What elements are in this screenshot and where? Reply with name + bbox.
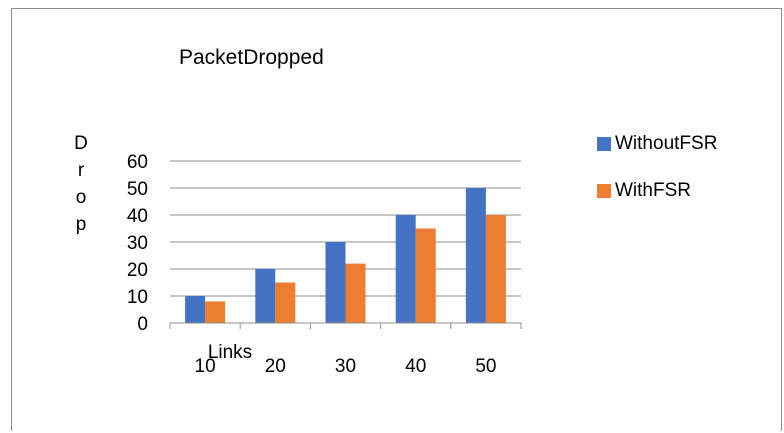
legend-swatch-withfsr (597, 184, 611, 198)
chart-title: PacketDropped (179, 46, 324, 69)
legend-item-withoutfsr: WithoutFSR (597, 133, 717, 155)
y-tick-label: 60 (127, 152, 148, 173)
bar-withoutfsr (325, 242, 346, 323)
bar-withoutfsr (185, 296, 206, 323)
bar-withoutfsr (465, 188, 486, 323)
bar-withfsr (345, 263, 366, 323)
x-tick-label: 40 (405, 356, 426, 377)
x-axis-title: Links (208, 342, 252, 363)
y-tick-label: 0 (137, 314, 148, 335)
x-tick-label: 30 (335, 356, 356, 377)
y-tick-label: 40 (127, 206, 148, 227)
x-tick-label: 50 (475, 356, 496, 377)
legend-label-withoutfsr: WithoutFSR (615, 133, 718, 154)
x-tick-label: 10 (195, 356, 216, 377)
y-axis-label-letter: p (75, 214, 87, 235)
y-axis-label-letter: o (75, 187, 87, 208)
bar-withoutfsr (255, 269, 276, 323)
bar-withfsr (275, 282, 296, 323)
bar-withoutfsr (395, 215, 416, 323)
x-tick-label: 20 (265, 356, 286, 377)
bar-withfsr (205, 301, 226, 323)
legend-label-withfsr: WithFSR (615, 180, 691, 201)
y-axis-label-letter: D (74, 133, 88, 154)
y-tick-label: 20 (127, 260, 148, 281)
bar-withfsr (485, 215, 506, 323)
y-tick-label: 30 (127, 233, 148, 254)
bar-withfsr (415, 228, 436, 323)
legend-swatch-withoutfsr (597, 137, 611, 151)
y-tick-label: 50 (127, 179, 148, 200)
legend-item-withfsr: WithFSR (597, 180, 691, 202)
y-tick-label: 10 (127, 287, 148, 308)
y-axis-label-letter: r (77, 160, 85, 181)
